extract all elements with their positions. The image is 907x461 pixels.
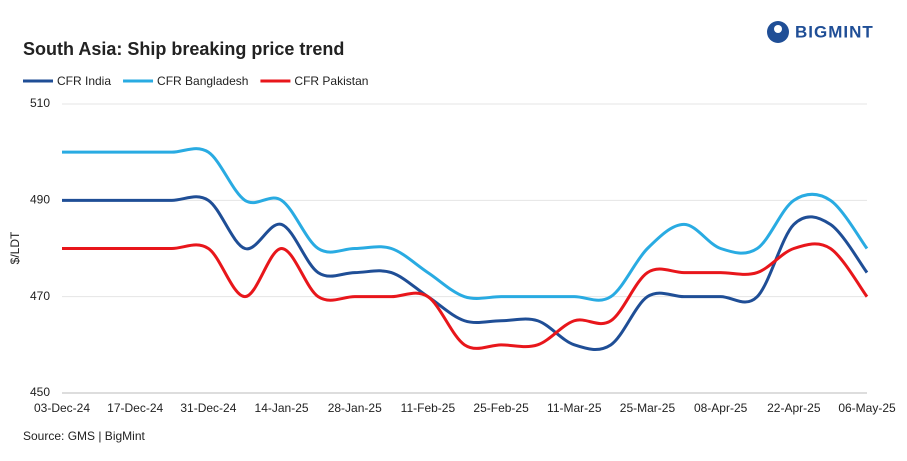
legend-label: CFR Bangladesh bbox=[157, 74, 248, 88]
x-tick-label: 22-Apr-25 bbox=[767, 401, 821, 415]
x-tick-label: 28-Jan-25 bbox=[328, 401, 382, 415]
legend-label: CFR India bbox=[57, 74, 111, 88]
x-tick-label: 25-Mar-25 bbox=[620, 401, 676, 415]
x-tick-label: 06-May-25 bbox=[838, 401, 896, 415]
logo-icon-head bbox=[774, 25, 782, 33]
x-tick-label: 31-Dec-24 bbox=[180, 401, 236, 415]
x-tick-label: 11-Mar-25 bbox=[547, 401, 602, 415]
x-tick-label: 25-Feb-25 bbox=[473, 401, 529, 415]
x-tick-label: 17-Dec-24 bbox=[107, 401, 163, 415]
source: Source: GMS | BigMint bbox=[23, 429, 145, 443]
y-tick-label: 450 bbox=[30, 385, 50, 399]
series-line bbox=[62, 195, 869, 351]
y-tick-label: 490 bbox=[30, 193, 50, 207]
series-line bbox=[62, 147, 869, 302]
y-axis-label: $/LDT bbox=[8, 231, 22, 264]
x-tick-label: 03-Dec-24 bbox=[34, 401, 90, 415]
y-tick-label: 470 bbox=[30, 289, 50, 303]
logo-text: BIGMINT bbox=[795, 22, 874, 41]
x-tick-label: 08-Apr-25 bbox=[694, 401, 748, 415]
y-tick-label: 510 bbox=[30, 96, 50, 110]
series-line bbox=[62, 242, 869, 350]
x-tick-label: 14-Jan-25 bbox=[255, 401, 309, 415]
x-tick-label: 11-Feb-25 bbox=[401, 401, 456, 415]
chart-title: South Asia: Ship breaking price trend bbox=[23, 39, 344, 59]
legend-label: CFR Pakistan bbox=[294, 74, 368, 88]
logo: BIGMINT bbox=[767, 21, 874, 43]
